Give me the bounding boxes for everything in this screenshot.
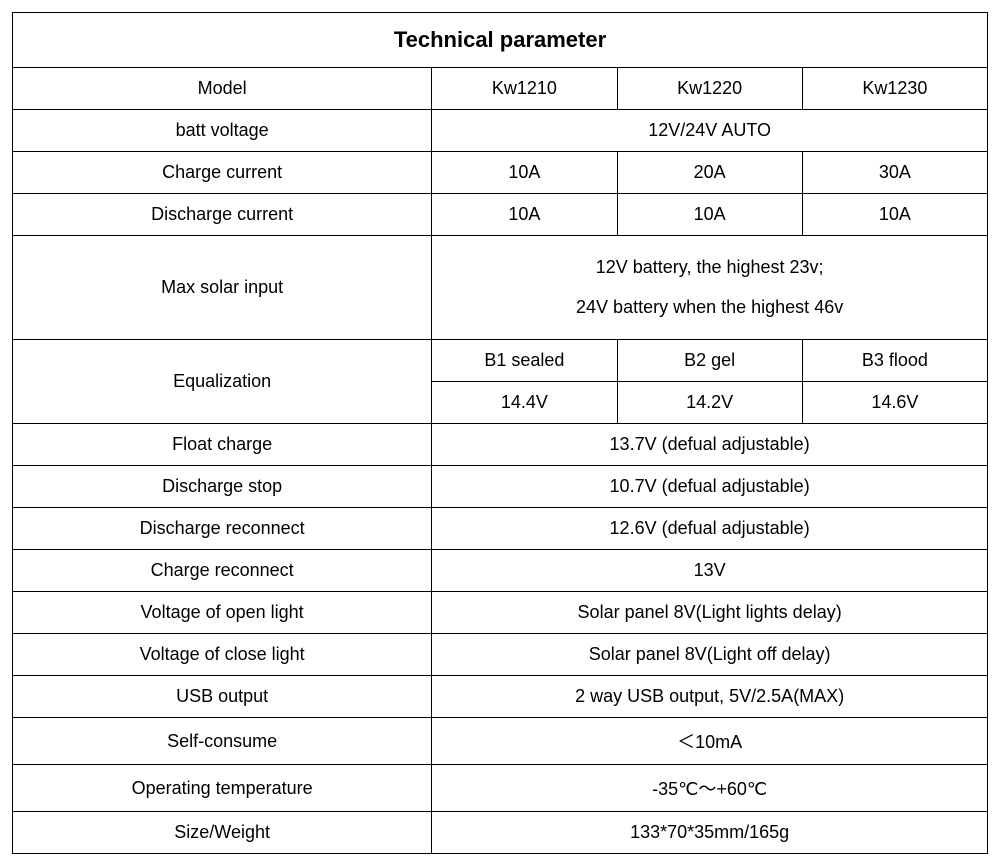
label-voltage-open-light: Voltage of open light (13, 592, 432, 634)
charge-current-3: 30A (802, 152, 987, 194)
eq-type-1: B1 sealed (432, 340, 617, 382)
model-2: Kw1220 (617, 68, 802, 110)
max-solar-line2: 24V battery when the highest 46v (440, 288, 979, 328)
row-voltage-open-light: Voltage of open light Solar panel 8V(Lig… (13, 592, 988, 634)
value-batt-voltage: 12V/24V AUTO (432, 110, 988, 152)
label-discharge-stop: Discharge stop (13, 466, 432, 508)
row-model: Model Kw1210 Kw1220 Kw1230 (13, 68, 988, 110)
value-usb-output: 2 way USB output, 5V/2.5A(MAX) (432, 676, 988, 718)
value-max-solar-input: 12V battery, the highest 23v; 24V batter… (432, 236, 988, 340)
discharge-current-3: 10A (802, 194, 987, 236)
value-discharge-reconnect: 12.6V (defual adjustable) (432, 508, 988, 550)
row-discharge-reconnect: Discharge reconnect 12.6V (defual adjust… (13, 508, 988, 550)
row-float-charge: Float charge 13.7V (defual adjustable) (13, 424, 988, 466)
max-solar-line1: 12V battery, the highest 23v; (440, 248, 979, 288)
label-model: Model (13, 68, 432, 110)
eq-value-2: 14.2V (617, 382, 802, 424)
label-charge-current: Charge current (13, 152, 432, 194)
eq-value-1: 14.4V (432, 382, 617, 424)
discharge-current-1: 10A (432, 194, 617, 236)
value-discharge-stop: 10.7V (defual adjustable) (432, 466, 988, 508)
model-3: Kw1230 (802, 68, 987, 110)
row-batt-voltage: batt voltage 12V/24V AUTO (13, 110, 988, 152)
value-size-weight: 133*70*35mm/165g (432, 812, 988, 854)
label-float-charge: Float charge (13, 424, 432, 466)
discharge-current-2: 10A (617, 194, 802, 236)
charge-current-1: 10A (432, 152, 617, 194)
table-title: Technical parameter (13, 13, 988, 68)
value-float-charge: 13.7V (defual adjustable) (432, 424, 988, 466)
model-1: Kw1210 (432, 68, 617, 110)
row-discharge-stop: Discharge stop 10.7V (defual adjustable) (13, 466, 988, 508)
eq-type-3: B3 flood (802, 340, 987, 382)
row-discharge-current: Discharge current 10A 10A 10A (13, 194, 988, 236)
row-max-solar-input: Max solar input 12V battery, the highest… (13, 236, 988, 340)
label-operating-temperature: Operating temperature (13, 765, 432, 812)
label-usb-output: USB output (13, 676, 432, 718)
row-charge-current: Charge current 10A 20A 30A (13, 152, 988, 194)
value-charge-reconnect: 13V (432, 550, 988, 592)
row-equalization-types: Equalization B1 sealed B2 gel B3 flood (13, 340, 988, 382)
label-max-solar-input: Max solar input (13, 236, 432, 340)
label-size-weight: Size/Weight (13, 812, 432, 854)
row-operating-temperature: Operating temperature -35℃～+60℃ (13, 765, 988, 812)
row-self-consume: Self-consume ＜10mA (13, 718, 988, 765)
label-voltage-close-light: Voltage of close light (13, 634, 432, 676)
value-operating-temperature: -35℃～+60℃ (432, 765, 988, 812)
technical-parameter-table: Technical parameter Model Kw1210 Kw1220 … (12, 12, 988, 854)
value-self-consume: ＜10mA (432, 718, 988, 765)
value-voltage-close-light: Solar panel 8V(Light off delay) (432, 634, 988, 676)
label-discharge-current: Discharge current (13, 194, 432, 236)
label-charge-reconnect: Charge reconnect (13, 550, 432, 592)
charge-current-2: 20A (617, 152, 802, 194)
label-discharge-reconnect: Discharge reconnect (13, 508, 432, 550)
label-self-consume: Self-consume (13, 718, 432, 765)
row-charge-reconnect: Charge reconnect 13V (13, 550, 988, 592)
row-size-weight: Size/Weight 133*70*35mm/165g (13, 812, 988, 854)
eq-value-3: 14.6V (802, 382, 987, 424)
row-voltage-close-light: Voltage of close light Solar panel 8V(Li… (13, 634, 988, 676)
value-voltage-open-light: Solar panel 8V(Light lights delay) (432, 592, 988, 634)
eq-type-2: B2 gel (617, 340, 802, 382)
label-batt-voltage: batt voltage (13, 110, 432, 152)
label-equalization: Equalization (13, 340, 432, 424)
row-usb-output: USB output 2 way USB output, 5V/2.5A(MAX… (13, 676, 988, 718)
